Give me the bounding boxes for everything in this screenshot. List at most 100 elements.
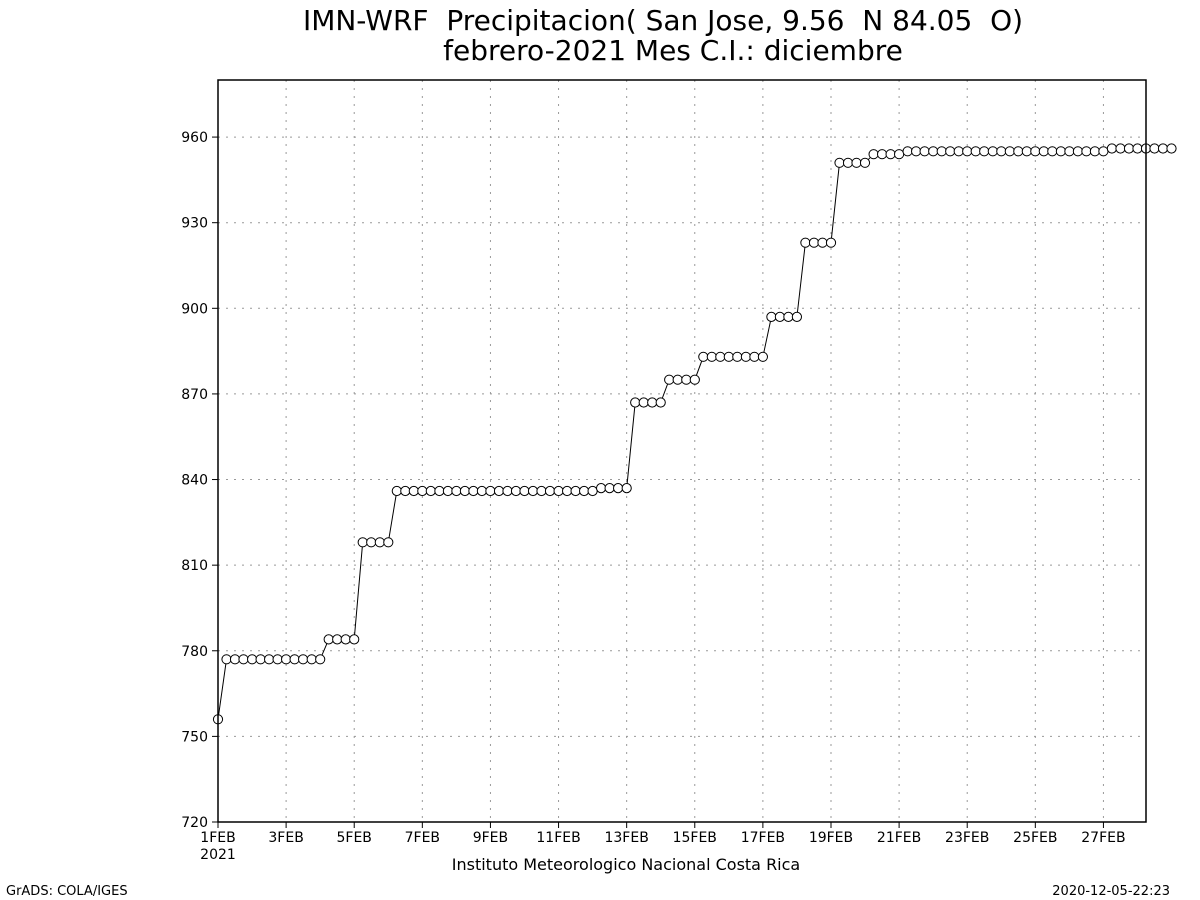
gridlines	[218, 80, 1146, 822]
data-point	[221, 654, 232, 665]
data-point	[672, 374, 683, 385]
data-point	[1081, 146, 1092, 157]
data-point	[298, 654, 309, 665]
data-point	[459, 485, 470, 497]
data-point	[468, 485, 479, 497]
data-point	[1072, 146, 1084, 157]
data-point	[621, 483, 632, 494]
data-point	[740, 351, 752, 362]
data-point	[681, 374, 692, 385]
plot-frame	[217, 79, 1147, 823]
data-point	[783, 311, 794, 322]
data-point	[791, 311, 803, 322]
data-point	[902, 146, 913, 157]
x-tick-label: 1FEB	[200, 830, 235, 846]
data-point	[527, 485, 539, 497]
data-point	[894, 149, 905, 160]
x-tick-label: 17FEB	[741, 830, 785, 846]
data-point	[800, 237, 811, 248]
data-point	[510, 485, 522, 497]
data-point	[442, 485, 453, 497]
data-point	[391, 485, 402, 497]
data-point	[834, 157, 845, 168]
data-point	[817, 237, 828, 248]
y-tick-label: 750	[181, 729, 208, 745]
data-point	[434, 485, 445, 497]
data-point	[1064, 146, 1075, 157]
data-point	[647, 397, 658, 408]
data-point	[655, 397, 666, 408]
data-point	[996, 146, 1007, 157]
data-point	[689, 374, 700, 385]
data-point	[859, 157, 871, 168]
data-point	[953, 146, 964, 157]
data-point	[1123, 143, 1135, 154]
data-point	[485, 485, 496, 497]
data-point	[766, 311, 777, 322]
data-point	[417, 485, 428, 497]
data-point	[366, 537, 377, 548]
data-point	[664, 374, 675, 385]
data-point	[306, 654, 317, 665]
data-point	[349, 634, 360, 645]
footer-left: GrADS: COLA/IGES	[6, 884, 128, 899]
y-tick-label: 960	[181, 130, 208, 146]
data-point	[1030, 146, 1041, 157]
data-point	[476, 485, 487, 497]
data-point	[1149, 143, 1160, 154]
data-point	[451, 485, 462, 497]
data-point	[877, 149, 888, 160]
data-point	[493, 485, 505, 497]
data-point	[851, 157, 862, 168]
data-point	[247, 654, 258, 665]
data-point	[970, 146, 981, 157]
data-points	[212, 143, 1177, 725]
data-point	[255, 654, 266, 665]
data-point	[1047, 146, 1058, 157]
x-tick-label: 9FEB	[473, 830, 508, 846]
data-point	[579, 485, 590, 497]
data-point	[425, 485, 436, 497]
data-point	[272, 654, 283, 665]
y-tick-label: 900	[181, 301, 208, 317]
data-point	[715, 351, 726, 362]
data-point	[383, 537, 394, 548]
y-tick-label: 840	[181, 473, 208, 489]
data-point	[630, 397, 641, 408]
data-point	[638, 397, 649, 408]
data-point	[928, 146, 939, 157]
data-point	[962, 146, 973, 157]
data-point	[340, 634, 351, 645]
x-tick-label: 21FEB	[877, 830, 921, 846]
data-point	[1004, 146, 1015, 157]
data-point	[502, 485, 513, 497]
data-point	[919, 146, 930, 157]
data-point	[706, 351, 717, 362]
data-point	[1106, 143, 1118, 154]
data-point	[229, 654, 241, 665]
x-tick-label: 13FEB	[604, 830, 648, 846]
x-tick-label: 27FEB	[1081, 830, 1125, 846]
data-point	[1038, 146, 1049, 157]
data-point	[238, 654, 249, 665]
x-tick-label: 7FEB	[405, 830, 440, 846]
data-point	[945, 146, 956, 157]
data-point	[1157, 143, 1169, 154]
data-point	[885, 149, 896, 160]
y-tick-label: 780	[181, 644, 208, 660]
x-tick-label: 5FEB	[337, 830, 372, 846]
data-point	[911, 146, 922, 157]
data-point	[723, 351, 734, 362]
data-point	[357, 537, 368, 548]
data-point	[842, 157, 854, 168]
footer-right: 2020-12-05-22:23	[1052, 884, 1170, 899]
data-point	[281, 654, 292, 665]
data-point	[613, 483, 624, 494]
data-point	[732, 351, 743, 362]
data-point	[1166, 143, 1177, 154]
data-point	[825, 237, 837, 248]
x-tick-label: 11FEB	[536, 830, 580, 846]
data-point	[757, 351, 769, 362]
data-point	[519, 485, 530, 497]
data-point	[749, 351, 760, 362]
